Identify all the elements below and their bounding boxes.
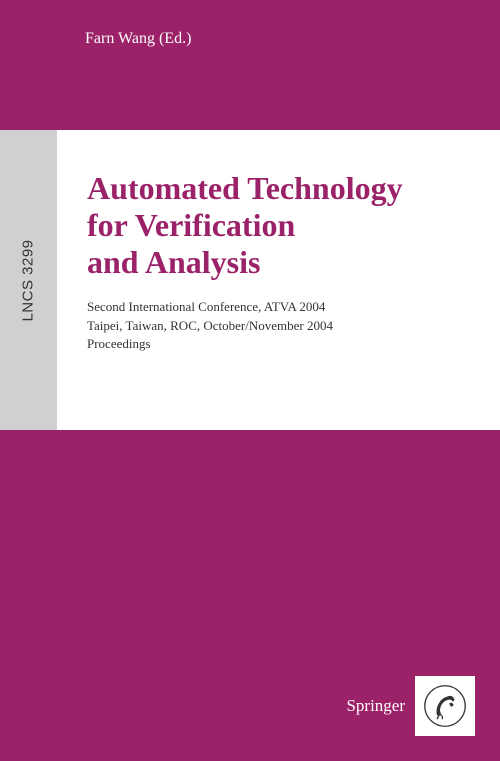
book-title: Automated Technology for Verification an…	[87, 170, 470, 280]
springer-horse-icon	[423, 684, 467, 728]
subtitle-line: Second International Conference, ATVA 20…	[87, 299, 325, 314]
title-panel: Automated Technology for Verification an…	[57, 130, 500, 430]
publisher-name: Springer	[346, 696, 405, 716]
title-line: Automated Technology	[87, 170, 403, 206]
series-code: LNCS 3299	[20, 239, 37, 321]
publisher-logo-box	[415, 676, 475, 736]
title-line: and Analysis	[87, 244, 260, 280]
series-spine: LNCS 3299	[0, 130, 57, 430]
book-subtitle: Second International Conference, ATVA 20…	[87, 298, 470, 353]
subtitle-line: Taipei, Taiwan, ROC, October/November 20…	[87, 318, 333, 333]
subtitle-line: Proceedings	[87, 336, 151, 351]
top-color-band	[0, 0, 500, 130]
book-cover: Farn Wang (Ed.) LNCS 3299 Automated Tech…	[0, 0, 500, 761]
title-line: for Verification	[87, 207, 295, 243]
editor-name: Farn Wang (Ed.)	[85, 30, 191, 48]
